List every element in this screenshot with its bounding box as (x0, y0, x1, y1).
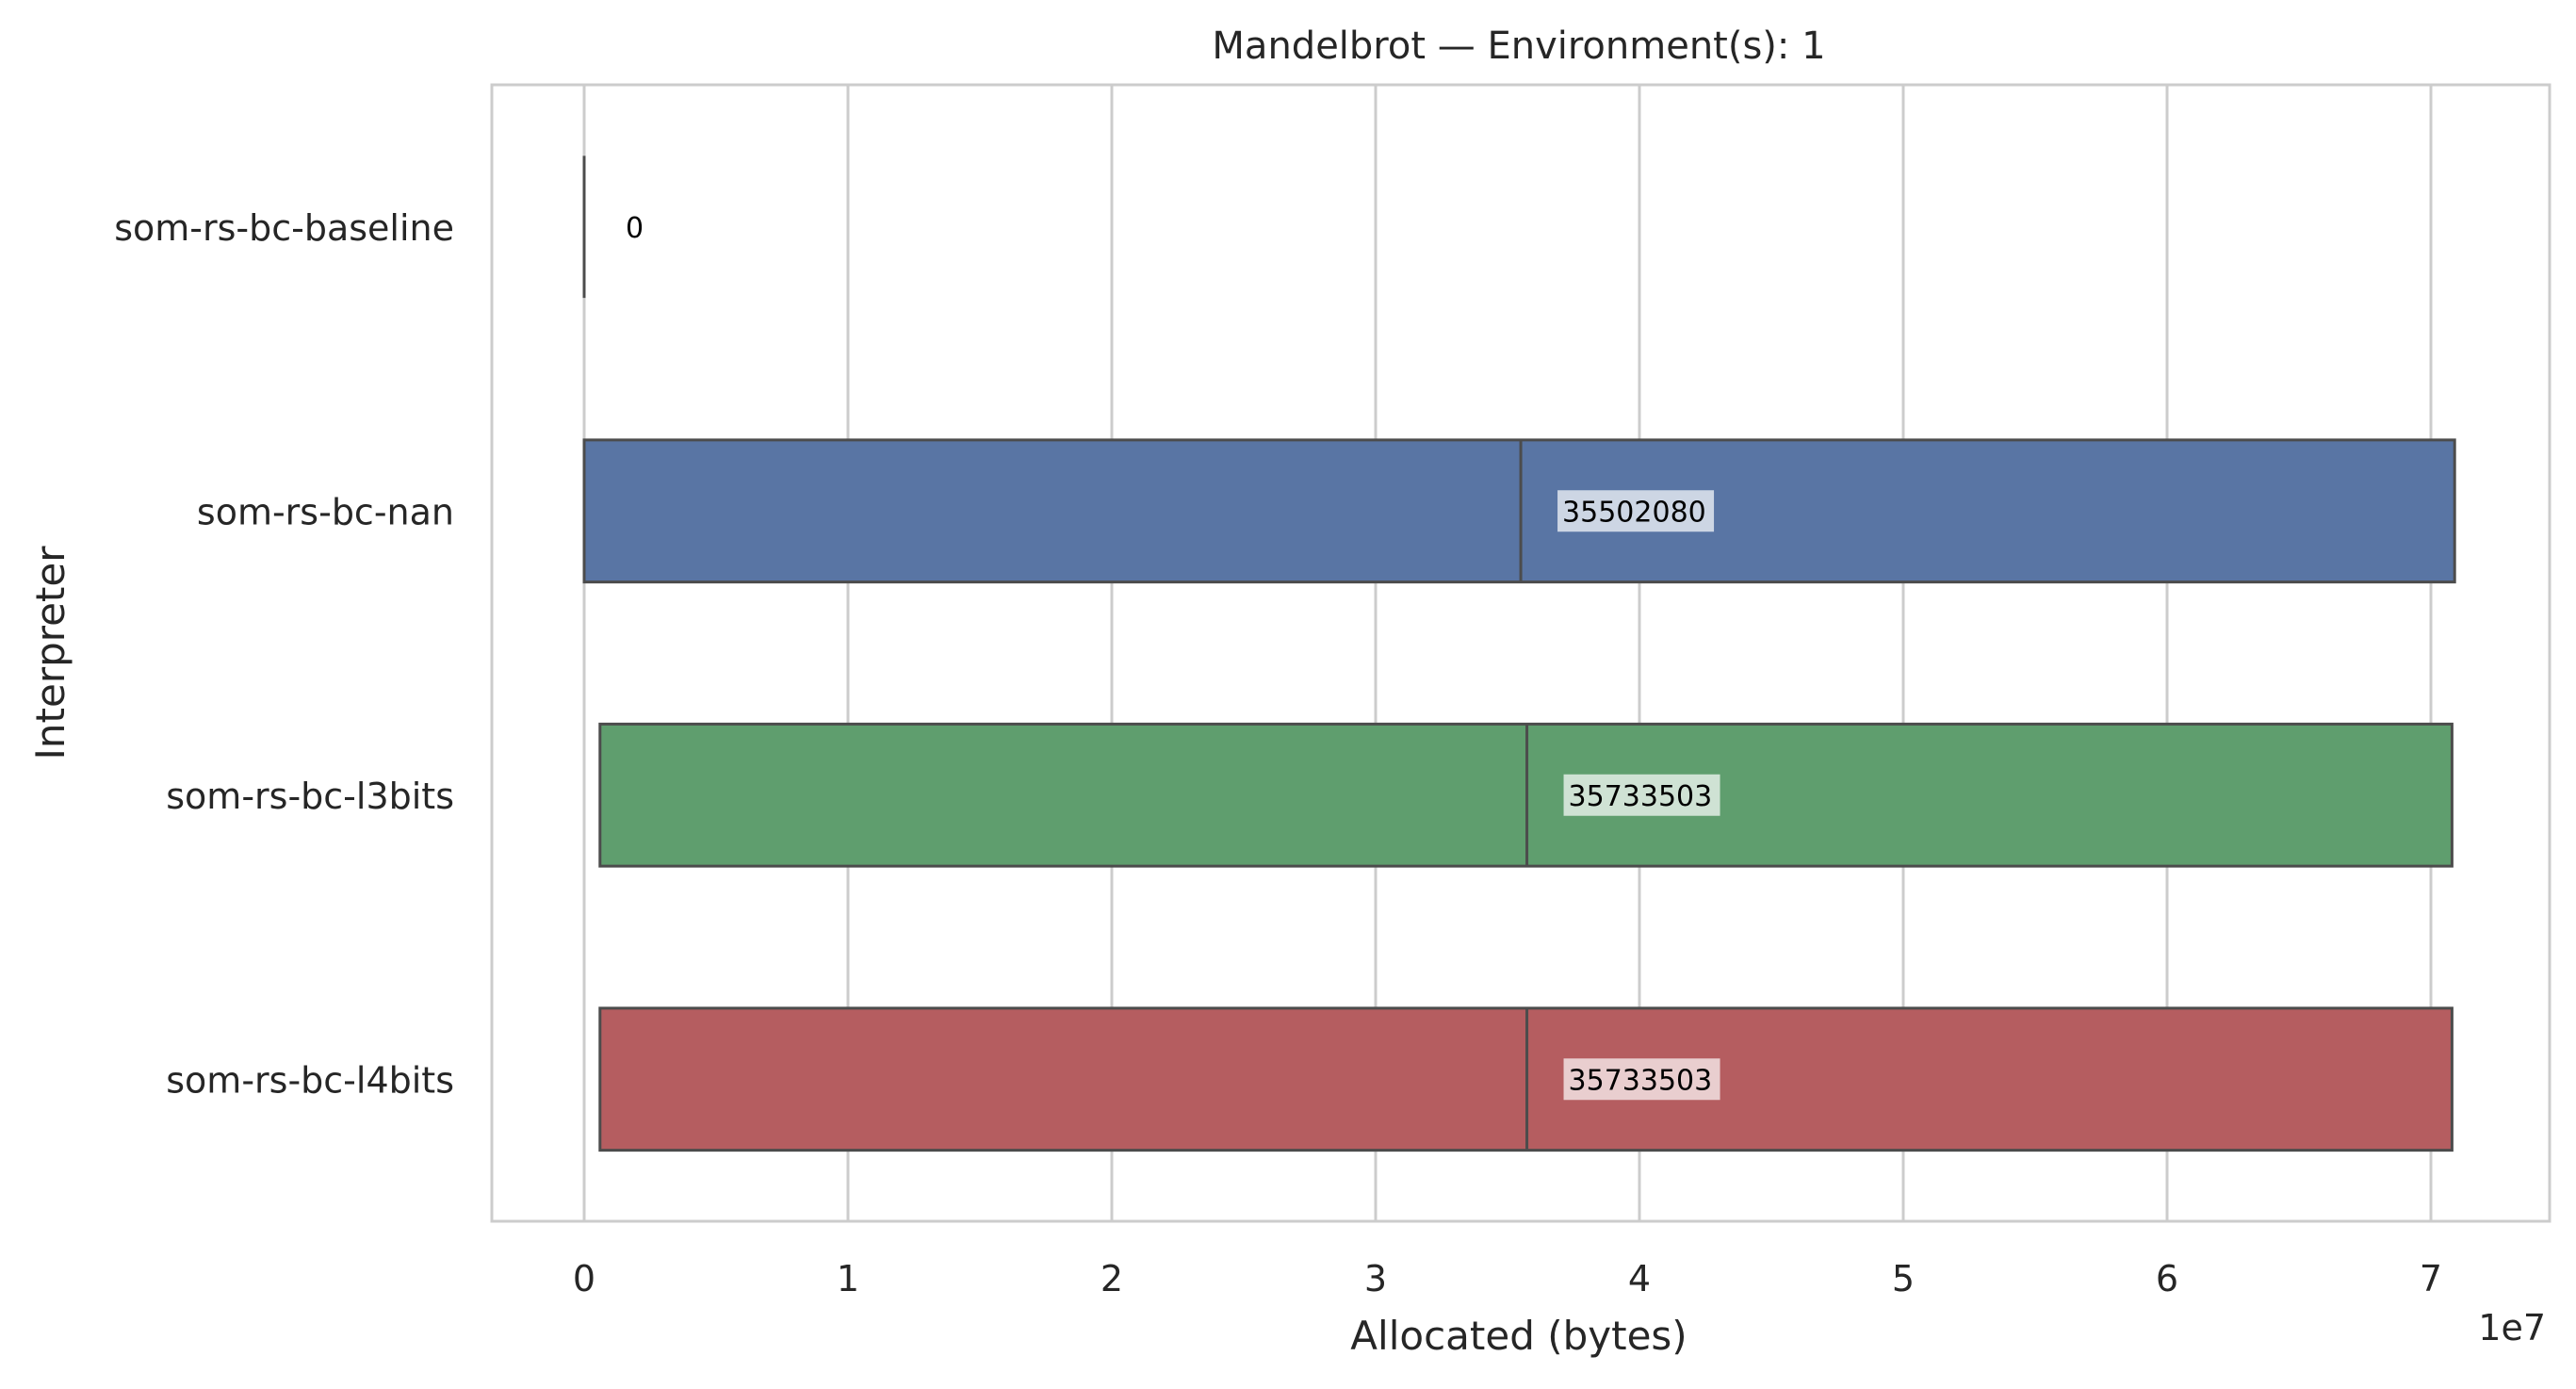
x-tick-label: 0 (573, 1258, 595, 1299)
value-label-som-rs-bc-nan: 35502080 (1562, 496, 1706, 529)
boxes (582, 155, 2456, 1152)
y-tick-label: som-rs-bc-l4bits (166, 1059, 454, 1101)
x-tick-label: 7 (2420, 1258, 2442, 1299)
x-tick-label: 1 (837, 1258, 859, 1299)
value-label-som-rs-bc-baseline: 0 (626, 212, 644, 245)
value-label-som-rs-bc-l4bits: 35733503 (1569, 1064, 1713, 1097)
y-axis-title: Interpreter (27, 546, 73, 760)
y-tick-label: som-rs-bc-nan (197, 491, 454, 532)
value-label-som-rs-bc-l3bits: 35733503 (1569, 780, 1713, 813)
y-tick-label: som-rs-bc-baseline (114, 207, 454, 249)
x-axis-title: Allocated (bytes) (1350, 1313, 1687, 1359)
value-label-bg-som-rs-bc-nan (1557, 490, 1715, 532)
plot-frame (490, 83, 2552, 1223)
x-axis-ticks: 0 1 2 3 4 5 6 7 (573, 1258, 2442, 1299)
value-labels: 0 35502080 35733503 35733503 (626, 212, 1720, 1101)
x-tick-label: 4 (1628, 1258, 1651, 1299)
x-tick-label: 2 (1101, 1258, 1123, 1299)
gridlines (582, 85, 2433, 1221)
x-tick-label: 6 (2156, 1258, 2178, 1299)
y-tick-label: som-rs-bc-l3bits (166, 776, 454, 817)
x-tick-label: 5 (1892, 1258, 1915, 1299)
x-axis-multiplier: 1e7 (2478, 1307, 2546, 1348)
chart-title: Mandelbrot — Environment(s): 1 (1212, 25, 1825, 68)
value-label-bg-som-rs-bc-l3bits (1563, 774, 1720, 816)
value-label-bg-som-rs-bc-l4bits (1563, 1058, 1720, 1101)
y-axis-ticks: som-rs-bc-baseline som-rs-bc-nan som-rs-bc… (114, 207, 454, 1102)
x-tick-label: 3 (1364, 1258, 1387, 1299)
